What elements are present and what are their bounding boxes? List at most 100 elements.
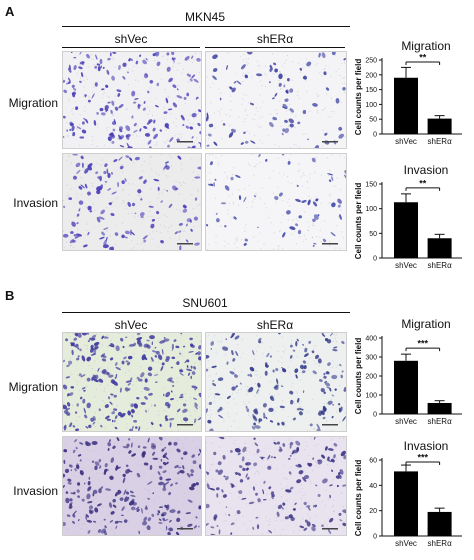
stained-cell: [187, 523, 193, 527]
y-tick-label: 0: [373, 256, 377, 263]
stained-cell: [109, 475, 114, 480]
stained-cell: [115, 366, 121, 371]
stained-cell: [288, 471, 292, 475]
stained-cell: [278, 82, 282, 87]
stained-cell: [206, 472, 210, 475]
stained-cell: [112, 498, 116, 503]
stained-cell: [230, 176, 234, 181]
stained-cell: [208, 123, 214, 128]
stained-cell: [329, 517, 334, 523]
stained-cell: [242, 467, 246, 472]
stained-cell: [338, 512, 342, 516]
stained-cell: [323, 375, 327, 379]
stained-cell: [63, 485, 65, 488]
stained-cell: [163, 452, 168, 458]
stained-cell: [128, 450, 132, 454]
stained-cell: [161, 362, 165, 366]
stained-cell: [152, 451, 156, 456]
stained-cell: [120, 337, 124, 342]
stained-cell: [303, 474, 310, 480]
stained-cell: [151, 513, 155, 517]
stained-cell: [262, 489, 265, 495]
stained-cell: [132, 425, 134, 430]
stained-cell: [185, 239, 189, 243]
stained-cell: [161, 348, 164, 355]
stained-cell: [93, 348, 97, 355]
stained-cell: [107, 101, 111, 104]
stained-cell: [286, 78, 290, 82]
stained-cell: [105, 488, 112, 491]
stained-cell: [323, 71, 327, 76]
stained-cell: [80, 155, 84, 160]
stained-cell: [83, 244, 88, 248]
stained-cell: [122, 75, 126, 80]
stained-cell: [288, 118, 295, 124]
stained-cell: [165, 391, 171, 398]
stained-cell: [146, 339, 150, 342]
stained-cell: [278, 73, 283, 80]
stained-cell: [129, 229, 133, 236]
stained-cell: [240, 142, 244, 145]
panel-a-col-sheralpha: shERα: [256, 32, 294, 46]
stained-cell: [174, 464, 179, 469]
bar: [394, 202, 418, 258]
stained-cell: [249, 366, 255, 372]
stained-cell: [311, 157, 316, 163]
stained-cell: [70, 492, 74, 495]
panel-b-top-rule: [62, 312, 350, 313]
stained-cell: [191, 112, 197, 118]
stained-cell: [128, 470, 133, 473]
stained-cell: [120, 412, 126, 418]
micrograph-mkn45-invasion-sheralpha: [205, 153, 347, 251]
stained-cell: [102, 371, 109, 375]
stained-cell: [191, 136, 194, 139]
stained-cell: [85, 516, 88, 520]
stained-cell: [110, 457, 115, 463]
stained-cell: [154, 346, 157, 349]
stained-cell: [194, 388, 197, 391]
y-tick-label: 50: [369, 117, 377, 124]
stained-cell: [151, 341, 153, 346]
stained-cell: [143, 100, 146, 104]
stained-cell: [296, 397, 300, 403]
x-tick-label: shERα: [428, 261, 453, 270]
stained-cell: [222, 123, 226, 126]
scale-bar: [322, 528, 338, 530]
stained-cell: [160, 365, 164, 372]
stained-cell: [162, 461, 167, 466]
stained-cell: [63, 473, 66, 478]
stained-cell: [315, 484, 318, 487]
stained-cell: [125, 133, 131, 138]
stained-cell: [117, 134, 122, 140]
stained-cell: [93, 520, 97, 523]
stained-cell: [63, 89, 68, 94]
stained-cell: [216, 525, 219, 527]
stained-cell: [191, 483, 197, 488]
stained-cell: [175, 187, 179, 190]
stained-cell: [247, 374, 250, 377]
stained-cell: [315, 198, 319, 202]
stained-cell: [295, 223, 299, 227]
stained-cell: [282, 443, 286, 447]
stained-cell: [72, 449, 76, 454]
stained-cell: [234, 335, 240, 340]
stained-cell: [131, 453, 136, 457]
stained-cell: [112, 381, 118, 386]
stained-cell: [199, 448, 201, 455]
stained-cell: [302, 109, 307, 115]
stained-cell: [229, 449, 233, 453]
stained-cell: [134, 156, 140, 161]
stained-cell: [65, 491, 69, 494]
stained-cell: [292, 508, 296, 511]
stained-cell: [286, 210, 291, 215]
stained-cell: [253, 462, 258, 467]
stained-cell: [308, 462, 313, 467]
stained-cell: [331, 176, 334, 181]
stained-cell: [229, 86, 233, 90]
stained-cell: [78, 66, 83, 70]
stained-cell: [79, 459, 82, 462]
stained-cell: [70, 386, 75, 389]
stained-cell: [159, 340, 166, 344]
stained-cell: [91, 440, 98, 446]
stained-cell: [128, 343, 135, 347]
